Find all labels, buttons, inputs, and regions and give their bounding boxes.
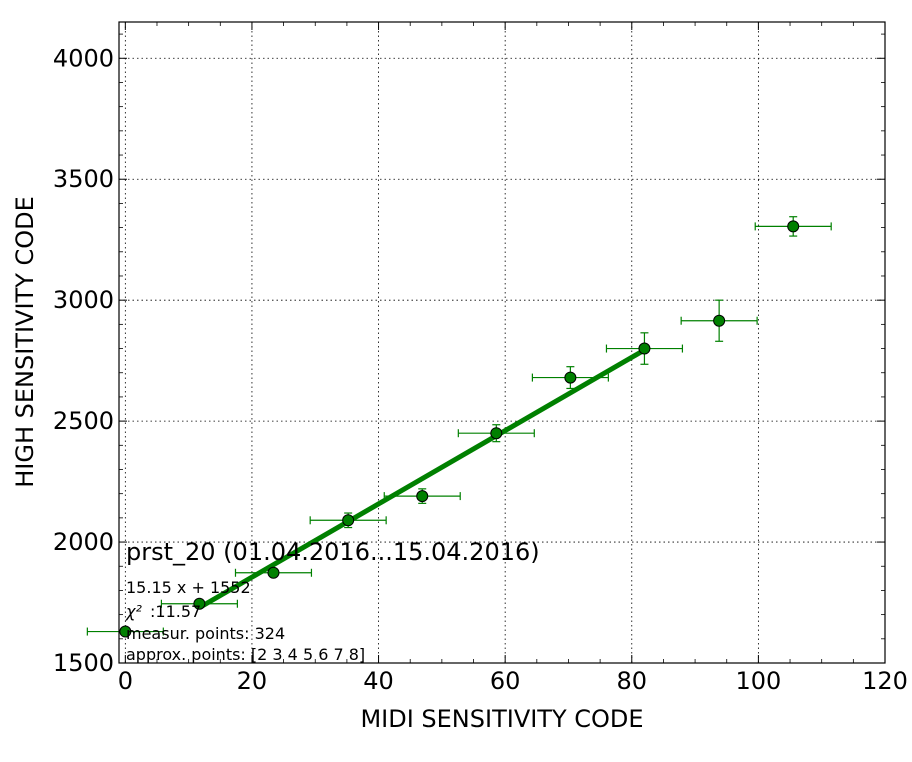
x-tick-label: 60 [490,667,521,695]
x-tick-label: 40 [363,667,394,695]
data-point [267,566,280,579]
data-point-group [86,625,164,638]
x-tick-label: 80 [617,667,648,695]
y-tick-label: 3500 [53,165,114,193]
data-point [193,597,206,610]
fit-equation: 15.15 x + 1552 [126,578,251,597]
axis-ticks [119,22,886,664]
data-point [416,490,429,503]
y-axis-label: HIGH SENSITIVITY CODE [11,196,39,488]
tick-labels: 0 20 40 60 80 100 120 1500 2000 2500 3000 3500 4000 [53,44,908,695]
data-point-group [234,566,313,579]
data-point [119,625,132,638]
y-tick-label: 3000 [53,286,114,314]
data-point [564,371,577,384]
y-tick-label: 2000 [53,528,114,556]
y-tick-label: 2500 [53,407,114,435]
grid-lines [119,22,885,663]
data-point [713,314,726,327]
plot-frame [118,21,886,664]
x-tick-label: 120 [862,667,908,695]
y-tick-label: 4000 [53,44,114,72]
fit-line [198,347,646,610]
x-tick-label: 100 [735,667,781,695]
x-tick-label: 20 [237,667,268,695]
data-point-group [680,299,758,342]
data-point [342,514,355,527]
measur-points: measur. points: 324 [126,624,285,643]
x-tick-label: 0 [118,667,133,695]
data-point-group [383,488,461,504]
data-point [638,342,651,355]
chart-annotation-title: prst_20 (01.04.2016...15.04.2016) [126,538,540,566]
fit-line-group [198,347,646,610]
y-tick-label: 1500 [53,649,114,677]
data-point-group [531,366,609,390]
data-point-group [754,216,832,237]
x-axis-label: MIDI SENSITIVITY CODE [360,705,643,733]
data-point [490,427,503,440]
chi2-symbol: χ² [125,602,142,621]
data-point-group [309,512,387,529]
approx-points: approx. points: [2 3 4 5 6 7 8] [126,645,365,664]
chi2-value: :11.57 [150,602,201,621]
data-point-group [605,332,684,365]
annotations: prst_20 (01.04.2016...15.04.2016) 15.15 … [125,538,540,664]
data-points [86,216,832,638]
data-point [787,220,800,233]
data-point-group [457,424,535,443]
data-point-group [160,597,238,610]
